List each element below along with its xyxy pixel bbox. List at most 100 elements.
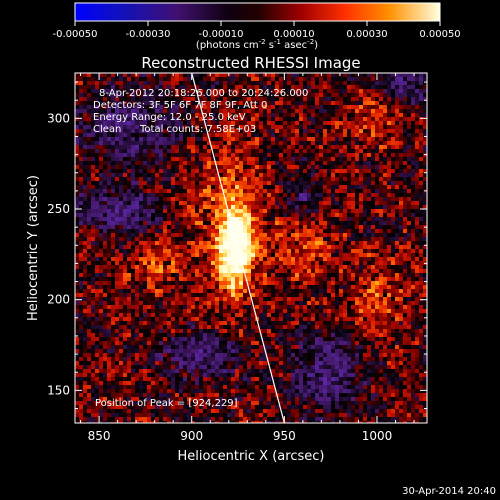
heatmap-cell: [375, 165, 380, 170]
heatmap-cell: [379, 109, 384, 114]
heatmap-cell: [87, 213, 92, 218]
heatmap-cell: [143, 261, 148, 266]
heatmap-cell: [91, 213, 96, 218]
heatmap-cell: [299, 105, 304, 110]
heatmap-cell: [183, 277, 188, 282]
heatmap-cell: [323, 161, 328, 166]
heatmap-cell: [307, 137, 312, 142]
heatmap-cell: [147, 149, 152, 154]
heatmap-cell: [307, 149, 312, 154]
heatmap-cell: [139, 277, 144, 282]
heatmap-cell: [151, 105, 156, 110]
heatmap-cell: [375, 261, 380, 266]
heatmap-cell: [407, 293, 412, 298]
heatmap-cell: [399, 277, 404, 282]
heatmap-cell: [255, 273, 260, 278]
heatmap-cell: [119, 197, 124, 202]
heatmap-cell: [371, 73, 376, 78]
heatmap-cell: [203, 113, 208, 118]
heatmap-cell: [367, 225, 372, 230]
heatmap-cell: [155, 145, 160, 150]
heatmap-cell: [159, 249, 164, 254]
heatmap-cell: [179, 85, 184, 90]
heatmap-cell: [331, 225, 336, 230]
heatmap-cell: [155, 293, 160, 298]
heatmap-cell: [111, 205, 116, 210]
heatmap-cell: [263, 101, 268, 106]
heatmap-cell: [339, 153, 344, 158]
heatmap-cell: [155, 89, 160, 94]
heatmap-cell: [279, 149, 284, 154]
heatmap-cell: [107, 89, 112, 94]
heatmap-cell: [183, 245, 188, 250]
heatmap-cell: [319, 225, 324, 230]
heatmap-cell: [403, 113, 408, 118]
heatmap-cell: [283, 117, 288, 122]
heatmap-cell: [351, 285, 356, 290]
heatmap-cell: [187, 209, 192, 214]
heatmap-image: [75, 73, 427, 423]
heatmap-cell: [183, 213, 188, 218]
heatmap-cell: [95, 289, 100, 294]
heatmap-cell: [399, 173, 404, 178]
heatmap-cell: [111, 261, 116, 266]
heatmap-cell: [111, 221, 116, 226]
heatmap-cell: [331, 205, 336, 210]
heatmap-cell: [379, 209, 384, 214]
heatmap-cell: [231, 173, 236, 178]
heatmap-cell: [303, 73, 308, 78]
heatmap-cell: [287, 121, 292, 126]
heatmap-cell: [231, 129, 236, 134]
heatmap-cell: [239, 253, 244, 258]
heatmap-cell: [419, 213, 424, 218]
heatmap-cell: [399, 261, 404, 266]
heatmap-cell: [419, 261, 424, 266]
heatmap-cell: [99, 149, 104, 154]
heatmap-cell: [135, 109, 140, 114]
heatmap-cell: [291, 217, 296, 222]
heatmap-cell: [323, 169, 328, 174]
heatmap-cell: [115, 193, 120, 198]
heatmap-cell: [315, 221, 320, 226]
heatmap-cell: [355, 209, 360, 214]
heatmap-cell: [387, 109, 392, 114]
heatmap-cell: [411, 249, 416, 254]
heatmap-cell: [203, 201, 208, 206]
heatmap-cell: [195, 261, 200, 266]
heatmap-cell: [107, 285, 112, 290]
heatmap-cell: [79, 209, 84, 214]
heatmap-cell: [231, 233, 236, 238]
heatmap-cell: [279, 273, 284, 278]
heatmap-cell: [291, 261, 296, 266]
heatmap-cell: [127, 173, 132, 178]
heatmap-cell: [239, 177, 244, 182]
heatmap-cell: [343, 241, 348, 246]
heatmap-cell: [223, 125, 228, 130]
heatmap-cell: [371, 241, 376, 246]
heatmap-cell: [187, 277, 192, 282]
heatmap-cell: [295, 173, 300, 178]
heatmap-cell: [263, 145, 268, 150]
heatmap-cell: [187, 89, 192, 94]
heatmap-cell: [279, 145, 284, 150]
heatmap-cell: [151, 129, 156, 134]
heatmap-cell: [383, 213, 388, 218]
heatmap-cell: [323, 265, 328, 270]
heatmap-cell: [343, 289, 348, 294]
heatmap-cell: [347, 93, 352, 98]
heatmap-cell: [371, 153, 376, 158]
heatmap-cell: [91, 229, 96, 234]
heatmap-cell: [303, 161, 308, 166]
heatmap-cell: [103, 297, 108, 302]
heatmap-cell: [231, 277, 236, 282]
heatmap-cell: [183, 101, 188, 106]
heatmap-cell: [75, 213, 80, 218]
heatmap-cell: [159, 233, 164, 238]
heatmap-cell: [175, 153, 180, 158]
heatmap-cell: [91, 197, 96, 202]
heatmap-cell: [327, 281, 332, 286]
heatmap-cell: [227, 169, 232, 174]
heatmap-cell: [139, 129, 144, 134]
heatmap-cell: [131, 213, 136, 218]
heatmap-cell: [83, 261, 88, 266]
